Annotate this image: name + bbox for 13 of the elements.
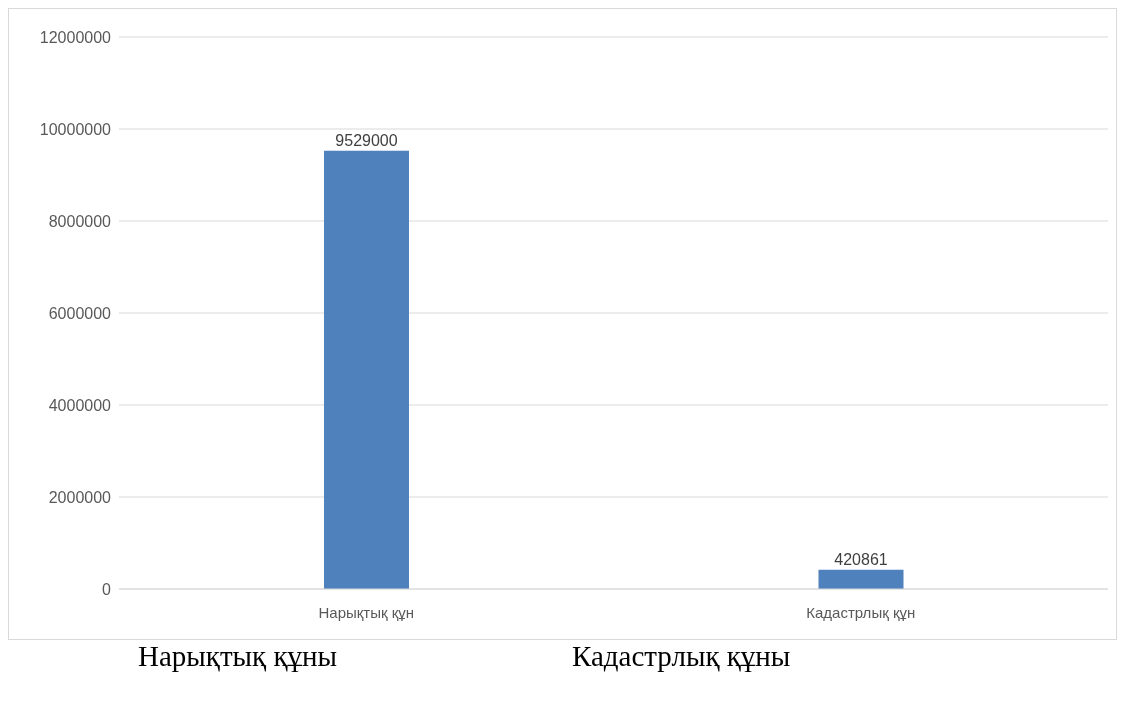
x-tick-label: Нарықтық құн [318,603,415,621]
y-tick-label: 10000000 [39,120,112,138]
y-tick-label: 4000000 [48,396,112,414]
y-tick-label: 12000000 [39,28,112,46]
y-tick-label: 6000000 [48,304,112,322]
y-tick-label: 2000000 [48,488,112,506]
y-tick-label: 8000000 [48,212,112,230]
y-tick-label: 0 [102,580,112,598]
data-label: 420861 [834,550,888,568]
text: Нарықтық құны [138,640,337,673]
data-label: 9529000 [335,131,398,149]
text: Кадастрлық құны [571,640,791,673]
x-tick-label: Кадастрлық құн [806,603,916,621]
